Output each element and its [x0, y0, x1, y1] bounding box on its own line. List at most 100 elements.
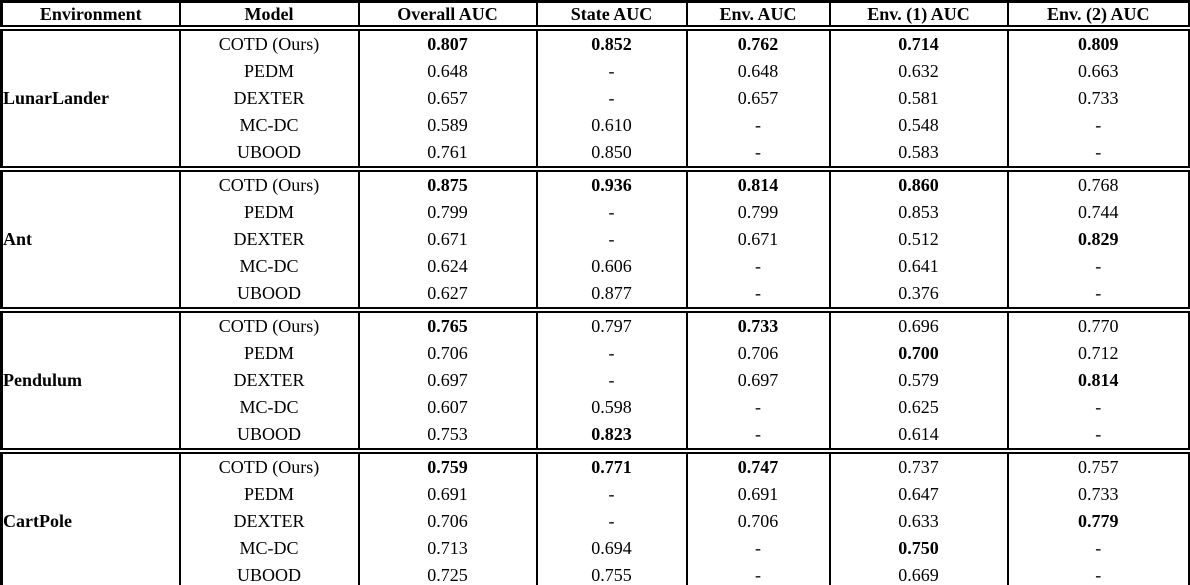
value-cell: 0.768	[1006, 166, 1190, 199]
col-header-env1-auc: Env. (1) AUC	[828, 1, 1009, 31]
value-cell: 0.641	[828, 253, 1009, 280]
value-cell: -	[535, 508, 688, 535]
value-cell: 0.797	[535, 307, 688, 340]
model-cell: UBOOD	[178, 421, 360, 451]
table-row: PEDM 0.706-0.706 0.700 0.712	[2, 340, 1190, 367]
value-cell: 0.627	[357, 280, 538, 310]
value-cell: 0.733	[685, 307, 831, 340]
value-cell: 0.860	[828, 166, 1009, 199]
value-cell: -	[1006, 394, 1190, 421]
table-row: UBOOD 0.627 0.877-0.376-	[2, 280, 1190, 310]
value-cell: -	[1006, 562, 1190, 585]
table-row: MC-DC 0.624 0.606-0.641-	[2, 253, 1190, 280]
value-cell: -	[1006, 280, 1190, 310]
value-cell: -	[685, 139, 831, 169]
value-cell: 0.733	[1006, 481, 1190, 508]
table-row: UBOOD 0.761 0.850-0.583-	[2, 139, 1190, 169]
table-row: PEDM 0.691-0.691 0.647 0.733	[2, 481, 1190, 508]
table-header: Environment Model Overall AUC State AUC …	[0, 1, 1190, 31]
value-cell: 0.669	[828, 562, 1009, 585]
model-cell: MC-DC	[178, 253, 360, 280]
model-cell: MC-DC	[178, 394, 360, 421]
value-cell: 0.725	[357, 562, 538, 585]
table-row: UBOOD 0.725 0.755-0.669-	[2, 562, 1190, 585]
value-cell: 0.632	[828, 58, 1009, 85]
col-header-env-auc: Env. AUC	[685, 1, 831, 31]
table-row: PEDM 0.799-0.799 0.853 0.744	[2, 199, 1190, 226]
table-row: Pendulum COTD (Ours) 0.765 0.797 0.733 0.696 0…	[0, 307, 1190, 451]
value-cell: -	[1006, 253, 1190, 280]
value-cell: 0.936	[535, 166, 688, 199]
value-cell: 0.706	[685, 340, 831, 367]
value-cell: 0.624	[357, 253, 538, 280]
value-cell: 0.712	[1006, 340, 1190, 367]
value-cell: 0.696	[828, 307, 1009, 340]
value-cell: 0.759	[357, 448, 538, 481]
value-cell: 0.598	[535, 394, 688, 421]
header-row: Environment Model Overall AUC State AUC …	[0, 1, 1190, 31]
value-cell: 0.697	[357, 367, 538, 394]
value-cell: 0.807	[357, 28, 538, 58]
value-cell: 0.799	[357, 199, 538, 226]
table-row: CartPole COTD (Ours) 0.759 0.771 0.747 0.737 0…	[0, 448, 1190, 585]
env-section-lunarlander: LunarLander COTD (Ours) 0.807 0.852 0.762 0.7…	[0, 28, 1190, 169]
col-header-environment: Environment	[0, 1, 181, 31]
value-cell: 0.809	[1006, 28, 1190, 58]
environment-cell: Ant	[0, 166, 181, 310]
value-cell: -	[535, 481, 688, 508]
value-cell: 0.663	[1006, 58, 1190, 85]
value-cell: 0.579	[828, 367, 1009, 394]
value-cell: 0.779	[1006, 508, 1190, 535]
model-cell: PEDM	[178, 58, 360, 85]
value-cell: 0.750	[828, 535, 1009, 562]
model-cell: MC-DC	[178, 535, 360, 562]
value-cell: 0.829	[1006, 226, 1190, 253]
value-cell: 0.633	[828, 508, 1009, 535]
value-cell: -	[685, 280, 831, 310]
model-cell: DEXTER	[178, 85, 360, 112]
col-header-env2-auc: Env. (2) AUC	[1006, 1, 1190, 31]
value-cell: 0.691	[685, 481, 831, 508]
value-cell: 0.823	[535, 421, 688, 451]
value-cell: 0.607	[357, 394, 538, 421]
value-cell: 0.755	[535, 562, 688, 585]
value-cell: -	[535, 58, 688, 85]
value-cell: 0.706	[357, 508, 538, 535]
model-cell: MC-DC	[178, 112, 360, 139]
value-cell: 0.657	[357, 85, 538, 112]
value-cell: 0.614	[828, 421, 1009, 451]
value-cell: 0.814	[685, 166, 831, 199]
value-cell: 0.771	[535, 448, 688, 481]
value-cell: 0.713	[357, 535, 538, 562]
value-cell: 0.606	[535, 253, 688, 280]
value-cell: 0.581	[828, 85, 1009, 112]
table-row: DEXTER 0.671-0.671 0.512 0.829	[2, 226, 1190, 253]
value-cell: 0.799	[685, 199, 831, 226]
model-cell: PEDM	[178, 481, 360, 508]
model-cell: UBOOD	[178, 562, 360, 585]
value-cell: -	[1006, 421, 1190, 451]
model-cell: UBOOD	[178, 280, 360, 310]
table-row: PEDM 0.648-0.648 0.632 0.663	[2, 58, 1190, 85]
env-section-pendulum: Pendulum COTD (Ours) 0.765 0.797 0.733 0.696 0…	[0, 307, 1190, 451]
value-cell: 0.853	[828, 199, 1009, 226]
table-row: MC-DC 0.607 0.598-0.625-	[2, 394, 1190, 421]
value-cell: -	[535, 340, 688, 367]
env-section-cartpole: CartPole COTD (Ours) 0.759 0.771 0.747 0.737 0…	[0, 448, 1190, 585]
model-cell: PEDM	[178, 199, 360, 226]
environment-cell: CartPole	[0, 448, 181, 585]
table-row: UBOOD 0.753 0.823-0.614-	[2, 421, 1190, 451]
table-row: DEXTER 0.706-0.706 0.633 0.779	[2, 508, 1190, 535]
value-cell: 0.648	[685, 58, 831, 85]
value-cell: -	[685, 112, 831, 139]
value-cell: 0.714	[828, 28, 1009, 58]
value-cell: 0.694	[535, 535, 688, 562]
value-cell: 0.647	[828, 481, 1009, 508]
value-cell: 0.671	[685, 226, 831, 253]
value-cell: 0.376	[828, 280, 1009, 310]
model-cell: COTD (Ours)	[178, 166, 360, 199]
value-cell: 0.737	[828, 448, 1009, 481]
value-cell: -	[1006, 535, 1190, 562]
